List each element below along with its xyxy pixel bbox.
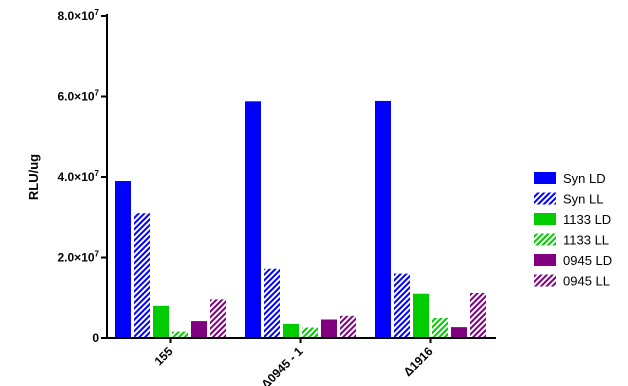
legend-swatch: [534, 233, 556, 246]
bar-1133-ll-0: [172, 331, 188, 338]
legend-label: Syn LD: [563, 171, 606, 186]
bar-0945-ld-0: [191, 321, 207, 338]
y-tick-label: 6.0×107: [58, 89, 100, 104]
legend-label: 0945 LD: [563, 253, 612, 268]
bar-1133-ld-0: [153, 305, 169, 338]
legend-swatch: [534, 254, 556, 266]
bar-syn-ld-0: [115, 181, 131, 338]
bar-syn-ll-2: [394, 273, 410, 338]
y-tick-label: 0: [92, 331, 99, 345]
legend-swatch: [534, 192, 556, 205]
x-tick-label: 155: [152, 344, 176, 368]
bar-0945-ll-2: [470, 292, 486, 338]
legend-swatch: [534, 172, 556, 184]
x-tick-label: Δ0945 - 1: [258, 344, 305, 386]
legend-label: 1133 LL: [563, 233, 609, 248]
bar-1133-ll-2: [432, 317, 448, 338]
x-tick-label: Δ1916: [401, 344, 436, 379]
legend-label: Syn LL: [563, 192, 603, 207]
bar-1133-ld-2: [413, 293, 429, 338]
legend-swatch: [534, 213, 556, 225]
y-tick-label: 8.0×107: [58, 8, 100, 23]
bar-1133-ll-1: [302, 327, 318, 338]
plot-area: [115, 100, 486, 339]
bar-syn-ld-1: [245, 101, 261, 338]
y-axis-title: RLU/ug: [26, 154, 41, 200]
y-tick-label: 2.0×107: [58, 250, 100, 265]
legend-label: 0945 LL: [563, 274, 610, 289]
bar-1133-ld-1: [283, 323, 299, 338]
bar-syn-ld-2: [375, 100, 391, 339]
legend: Syn LD Syn LL 1133 LD 1133 LL 0945 LD 0945 LL: [534, 171, 612, 289]
bar-0945-ll-0: [210, 299, 226, 338]
bar-syn-ll-1: [264, 268, 280, 338]
bar-0945-ld-1: [321, 319, 337, 338]
bar-0945-ld-2: [451, 327, 467, 338]
y-tick-label: 4.0×107: [58, 169, 100, 184]
bar-0945-ll-1: [340, 315, 356, 338]
bar-syn-ll-0: [134, 213, 150, 338]
legend-swatch: [534, 274, 556, 287]
legend-label: 1133 LD: [563, 212, 611, 227]
